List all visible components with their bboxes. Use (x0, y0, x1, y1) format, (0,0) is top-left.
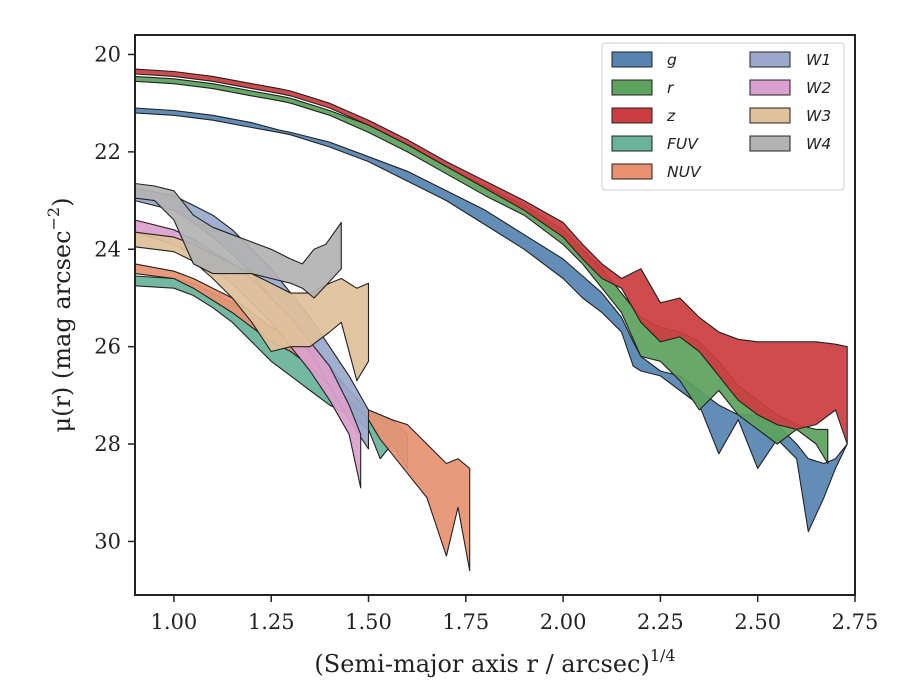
legend-swatch-w4 (749, 135, 791, 152)
y-tick-label: 30 (94, 529, 121, 553)
legend-swatch-nuv (611, 163, 653, 180)
legend-label-g: g (667, 51, 677, 69)
legend-label-w2: W2 (806, 79, 831, 97)
y-tick-label: 26 (94, 335, 121, 359)
legend-label-r: r (667, 79, 675, 97)
x-tick-label: 1.50 (345, 610, 392, 634)
x-tick-label: 1.00 (151, 610, 198, 634)
band-z (134, 68, 848, 445)
legend: grz FUV NUV W1 W2 W3 W4 (601, 42, 845, 191)
x-axis-label: (Semi-major axis r / arcsec)1/4 (314, 646, 675, 678)
y-tick-label: 28 (94, 432, 121, 456)
x-tick-label: 2.25 (637, 610, 684, 634)
legend-swatch-z (611, 107, 653, 124)
x-tick-label: 2.50 (734, 610, 781, 634)
x-tick-label: 2.75 (832, 610, 879, 634)
y-tick-label: 24 (94, 237, 121, 261)
legend-swatch-w3 (749, 107, 791, 124)
band-w4 (134, 182, 342, 299)
legend-label-w1: W1 (806, 51, 831, 69)
y-tick-label: 22 (94, 140, 121, 164)
y-axis-label: μ(r) (mag arcsec−2) (44, 198, 76, 433)
y-tick-label: 20 (94, 42, 121, 66)
x-axis-label-superscript: 1/4 (650, 646, 676, 665)
legend-label-nuv: NUV (667, 163, 702, 181)
legend-swatch-g (611, 51, 653, 68)
plot-frame (134, 34, 856, 596)
profile-bands (134, 68, 848, 572)
legend-swatch-w2 (749, 79, 791, 96)
legend-swatch-w1 (749, 51, 791, 68)
x-axis-label-main: (Semi-major axis r / arcsec) (314, 650, 649, 678)
x-axis-ticks: 1.00 1.25 1.50 1.75 2.00 2.25 2.50 2.75 (151, 595, 879, 634)
y-axis-ticks: 20 22 24 26 28 30 (94, 42, 135, 553)
y-axis-label-main: μ(r) (mag arcsec (48, 230, 76, 432)
y-axis-label-superscript: −2 (44, 207, 63, 231)
legend-swatch-fuv (611, 135, 653, 152)
legend-swatch-r (611, 79, 653, 96)
legend-label-w3: W3 (806, 107, 831, 125)
legend-label-w4: W4 (806, 135, 831, 153)
x-tick-label: 1.75 (442, 610, 489, 634)
legend-label-fuv: FUV (667, 135, 699, 153)
x-tick-label: 2.00 (540, 610, 587, 634)
x-tick-label: 1.25 (248, 610, 295, 634)
band-g (134, 107, 848, 533)
y-axis-label-tail: ) (48, 198, 76, 207)
legend-label-z: z (666, 107, 676, 125)
